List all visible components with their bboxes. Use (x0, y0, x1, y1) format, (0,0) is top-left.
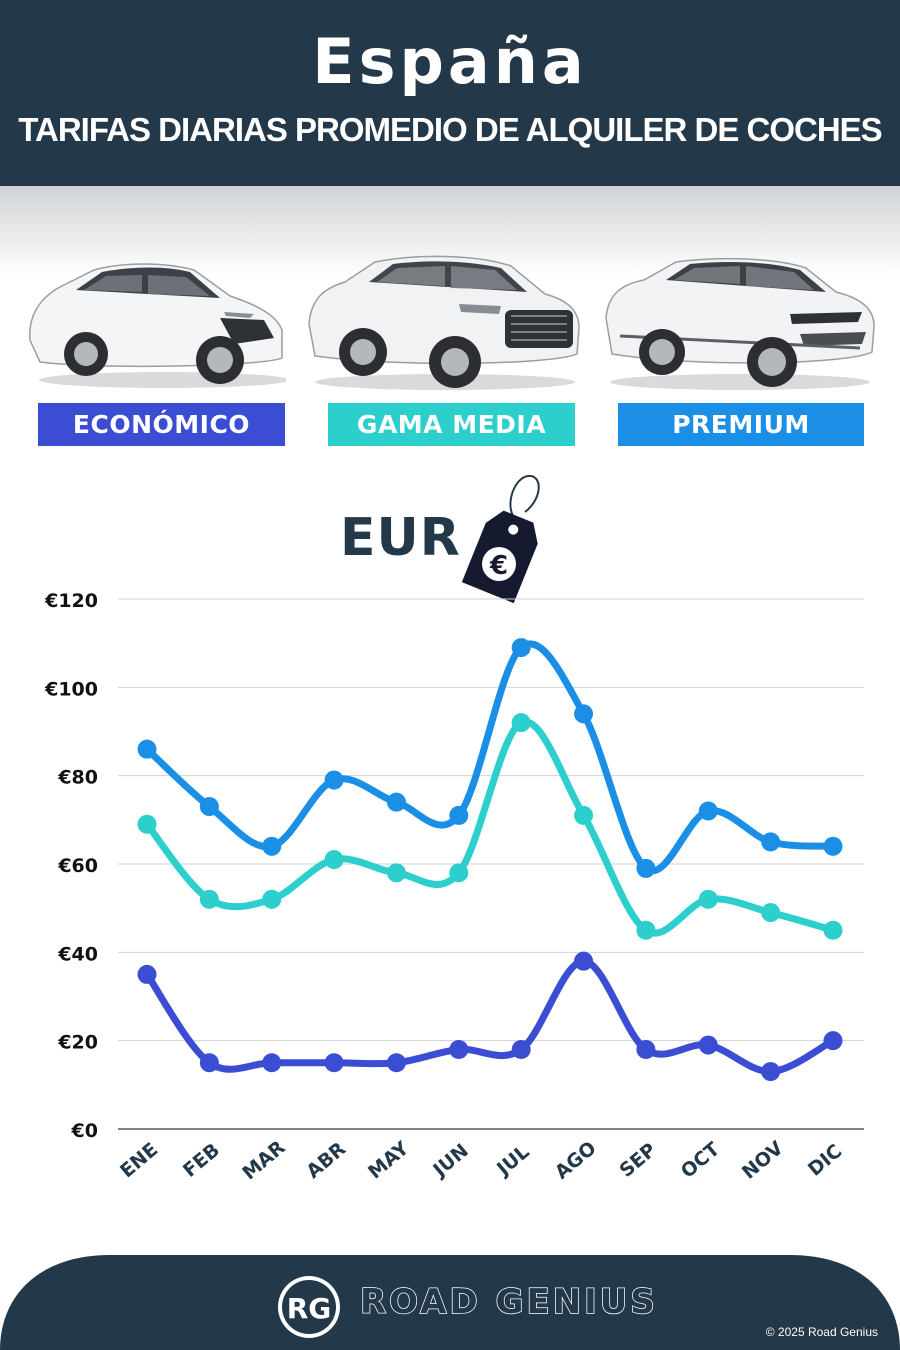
data-point (324, 1053, 344, 1073)
data-point (761, 832, 781, 852)
data-point (137, 739, 157, 759)
data-point (511, 638, 531, 658)
data-point (574, 805, 594, 825)
hatchback-car-icon (29, 263, 286, 388)
series-line (143, 957, 837, 1076)
premium-suv-car-icon (605, 257, 875, 390)
x-tick-label: ABR (302, 1138, 350, 1183)
data-point (698, 801, 718, 821)
data-point (324, 770, 344, 790)
data-point (574, 951, 594, 971)
series-line (143, 718, 837, 937)
data-point (199, 889, 219, 909)
data-point (636, 1040, 656, 1059)
data-point (511, 713, 531, 733)
x-tick-label: SEP (615, 1139, 660, 1182)
y-tick-label: €20 (57, 1032, 98, 1054)
x-tick-label: MAY (364, 1137, 413, 1183)
page-subtitle: TARIFAS DIARIAS PROMEDIO DE ALQUILER DE … (18, 111, 882, 148)
data-point (698, 889, 718, 909)
data-point (698, 1035, 718, 1055)
x-tick-label: MAR (238, 1136, 289, 1184)
data-point (137, 964, 157, 984)
data-point (636, 920, 656, 940)
copyright: © 2025 Road Genius (765, 1325, 878, 1339)
x-tick-label: JUL (491, 1141, 533, 1181)
x-tick-label: AGO (551, 1137, 601, 1184)
data-point (386, 792, 406, 812)
data-point (386, 863, 406, 883)
footer-band (0, 1255, 900, 1350)
header: España TARIFAS DIARIAS PROMEDIO DE ALQUI… (0, 0, 900, 186)
y-tick-label: €60 (57, 855, 98, 877)
data-point (823, 1031, 843, 1051)
suv-car-icon (308, 255, 580, 390)
data-point (137, 814, 157, 834)
category-badge-gama-media: GAMA MEDIA (328, 403, 575, 446)
data-point (262, 1053, 282, 1073)
series-line (143, 640, 837, 875)
page-title: España (312, 25, 588, 98)
data-point (449, 1040, 469, 1059)
data-point (199, 1053, 219, 1073)
x-tick-label: ENE (116, 1139, 162, 1183)
y-tick-label: €100 (44, 678, 98, 700)
data-point (449, 863, 469, 883)
brand-name: ROAD GENIUS (359, 1281, 658, 1323)
y-tick-label: €0 (71, 1120, 98, 1142)
brand-text: ROAD GENIUS (359, 1281, 658, 1323)
data-point (199, 797, 219, 817)
euro-symbol: € (489, 551, 508, 581)
y-tick-label: €120 (44, 590, 98, 612)
euro-price-tag-icon: € (461, 474, 540, 604)
data-point (386, 1053, 406, 1073)
data-point (761, 1062, 781, 1082)
x-tick-label: NOV (738, 1137, 788, 1184)
data-point (449, 805, 469, 825)
data-point (324, 850, 344, 870)
data-point (761, 903, 781, 923)
data-point (262, 836, 282, 856)
x-tick-label: FEB (179, 1139, 224, 1182)
data-point (511, 1040, 531, 1059)
data-point (636, 858, 656, 878)
category-badge-economico: ECONÓMICO (38, 403, 285, 446)
data-point (262, 889, 282, 909)
logo-initials: RG (287, 1292, 332, 1325)
currency-label: EUR (340, 508, 461, 568)
road-genius-logo-icon: RG (278, 1276, 340, 1338)
y-tick-label: €40 (57, 943, 98, 965)
y-tick-label: €80 (57, 767, 98, 789)
x-tick-label: OCT (677, 1138, 724, 1183)
x-tick-label: JUN (428, 1140, 473, 1183)
data-point (823, 920, 843, 940)
line-chart: €0 €20 €40 €60 €80 €100 €120 ENE FEB MAR ABR MAY JUN… (44, 590, 864, 1184)
category-badge-premium: PREMIUM (618, 403, 864, 446)
x-tick-label: DIC (804, 1140, 846, 1181)
data-point (823, 836, 843, 856)
data-point (574, 704, 594, 724)
